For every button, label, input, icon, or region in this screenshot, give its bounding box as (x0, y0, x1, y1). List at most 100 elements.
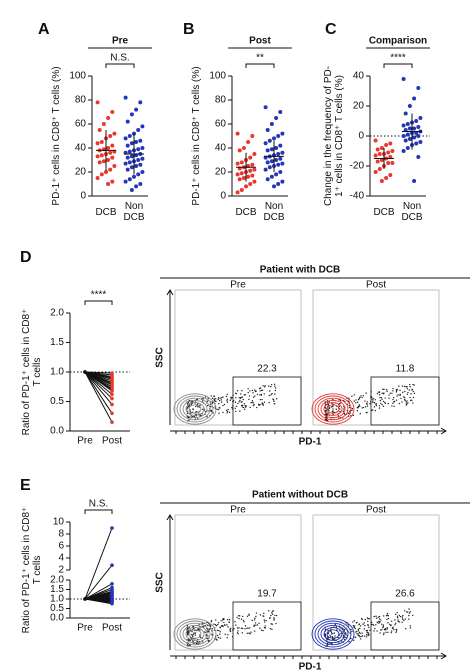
event-dot (395, 630, 398, 632)
event-dot (246, 615, 249, 618)
event-dot (403, 619, 405, 622)
event-dot (213, 395, 215, 397)
event-dot (367, 634, 370, 637)
event-dot (251, 619, 253, 622)
event-dot (380, 402, 382, 405)
event-dot (259, 403, 261, 406)
event-dot (193, 632, 195, 634)
event-dot (397, 619, 399, 621)
x-tick-label-box: Non DCB (401, 201, 422, 223)
event-dot (263, 621, 266, 623)
event-dot (357, 628, 360, 630)
event-dot (382, 624, 385, 626)
event-dot (213, 623, 215, 625)
event-dot (210, 395, 212, 397)
event-dot (274, 389, 277, 392)
event-dot (269, 390, 271, 392)
data-point (416, 134, 421, 138)
data-point (123, 161, 128, 166)
event-dot (355, 401, 357, 404)
event-dot (382, 625, 384, 628)
data-point (125, 167, 130, 172)
event-dot (408, 389, 411, 391)
event-dot (236, 632, 239, 634)
event-dot (235, 624, 237, 626)
data-point (412, 135, 417, 140)
data-point (272, 136, 276, 141)
event-dot (374, 399, 376, 401)
event-dot (403, 399, 406, 401)
data-point (241, 146, 246, 150)
panel-title: Post (366, 505, 386, 516)
event-dot (226, 410, 229, 413)
event-dot (238, 397, 240, 399)
density-contour (176, 620, 214, 648)
event-dot (410, 393, 412, 395)
event-dot (215, 400, 217, 403)
event-dot (392, 396, 395, 399)
event-dot (394, 619, 396, 621)
data-point (99, 140, 104, 144)
event-dot (351, 630, 353, 632)
post-point (110, 582, 114, 586)
panel-label: E (20, 477, 31, 494)
density-contour (320, 399, 346, 419)
event-dot (356, 621, 358, 624)
x-arrow (170, 652, 447, 660)
gate (370, 601, 440, 651)
event-dot (275, 622, 277, 625)
y-tick-label: -20 (350, 161, 365, 172)
event-dot (359, 412, 361, 415)
event-dot (358, 623, 360, 626)
event-dot (375, 617, 378, 619)
event-dot (215, 638, 217, 641)
event-dot (402, 614, 404, 617)
data-point (388, 173, 393, 177)
gate (232, 376, 302, 426)
y-tick-label: 0.5 (50, 396, 64, 407)
event-dot (267, 610, 270, 612)
x-tick-label-box: Non DCB (263, 201, 284, 223)
event-dot (327, 629, 329, 631)
event-dot (259, 387, 262, 389)
event-dot (244, 625, 247, 627)
event-dot (395, 389, 398, 391)
event-dot (373, 615, 375, 618)
data-point (250, 162, 255, 167)
event-dot (331, 638, 334, 640)
panel-label: D (20, 249, 32, 266)
event-dot (248, 632, 250, 634)
event-dot (197, 403, 199, 405)
event-dot (326, 642, 329, 644)
event-dot (393, 401, 395, 403)
event-dot (270, 623, 272, 625)
event-dot (209, 403, 212, 405)
event-dot (382, 400, 385, 403)
event-dot (188, 626, 190, 629)
event-dot (342, 410, 345, 412)
pair-line (84, 371, 113, 414)
event-dot (365, 392, 367, 394)
data-point (414, 141, 419, 146)
event-dot (254, 617, 256, 620)
event-dot (243, 621, 245, 623)
significance-bracket (84, 300, 113, 305)
event-dot (332, 408, 334, 410)
event-dot (253, 630, 256, 632)
y-axis-label-box: PD-1⁺ cells in CD8⁺ T cells (%) (51, 66, 62, 205)
data-point (125, 119, 130, 124)
event-dot (343, 628, 346, 631)
post-point (110, 526, 114, 530)
event-dot (343, 408, 345, 410)
event-dot (357, 633, 359, 635)
event-dot (361, 618, 364, 621)
event-dot (211, 397, 214, 399)
event-dot (324, 633, 326, 635)
data-point (379, 146, 384, 150)
event-dot (372, 401, 374, 404)
data-point (405, 132, 410, 137)
event-dot (390, 620, 393, 622)
density-contour (179, 397, 211, 421)
event-dot (353, 626, 356, 629)
data-point (140, 170, 145, 174)
